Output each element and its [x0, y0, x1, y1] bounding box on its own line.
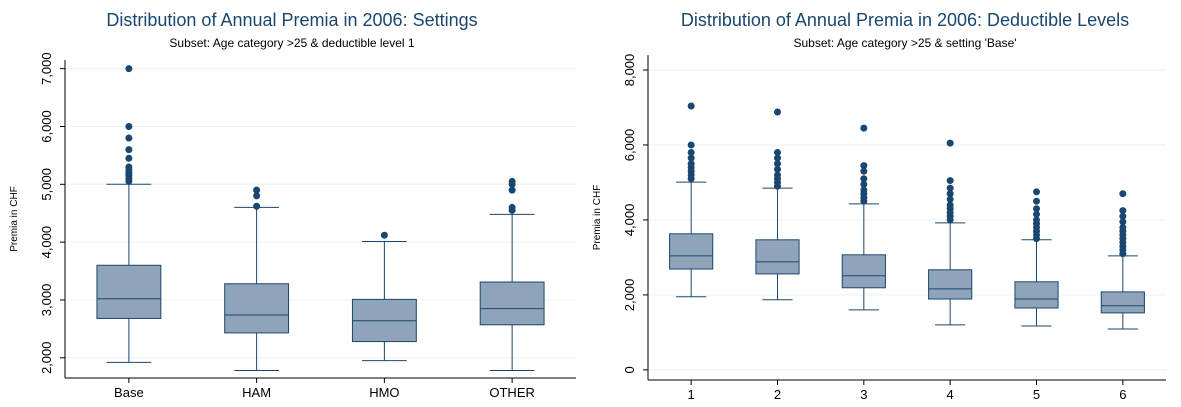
x-tick-label: 3	[860, 387, 867, 402]
outlier	[687, 141, 695, 149]
outlier	[774, 148, 781, 156]
y-tick-label: 2,000	[39, 341, 54, 374]
outlier	[508, 203, 516, 211]
y-tick-label: 5,000	[39, 168, 54, 201]
outlier	[253, 202, 261, 210]
outlier	[860, 180, 868, 188]
outlier	[946, 139, 954, 147]
outlier	[125, 163, 133, 171]
outlier	[380, 231, 388, 239]
outlier	[1033, 188, 1040, 196]
box	[224, 283, 290, 334]
box	[669, 233, 714, 270]
chart-subtitle: Subset: Age category >25 & deductible le…	[169, 36, 414, 50]
outlier	[1119, 207, 1127, 215]
x-tick-label: 1	[688, 387, 695, 402]
box	[479, 281, 545, 326]
y-tick-label: 8,000	[622, 54, 637, 87]
x-tick-label: Base	[114, 385, 144, 400]
x-tick-label: 2	[774, 387, 781, 402]
outlier	[1119, 218, 1127, 226]
outlier	[1033, 210, 1040, 218]
outlier	[1033, 216, 1040, 224]
outlier	[1119, 190, 1127, 198]
outlier	[1119, 223, 1127, 231]
outlier	[946, 195, 954, 203]
chart-title: Distribution of Annual Premia in 2006: S…	[106, 10, 477, 30]
outlier	[687, 148, 695, 156]
outlier	[860, 124, 868, 132]
outlier	[125, 134, 133, 142]
outlier	[860, 162, 868, 170]
y-tick-label: 4,000	[39, 226, 54, 259]
outlier	[946, 190, 954, 198]
outlier	[687, 154, 695, 162]
box	[1014, 281, 1059, 309]
outlier	[1119, 212, 1127, 220]
outlier	[125, 122, 133, 130]
x-tick-label: 4	[947, 387, 954, 402]
outlier	[125, 154, 133, 162]
y-tick-label: 0	[622, 366, 637, 373]
outlier	[253, 186, 261, 194]
outlier	[253, 192, 261, 200]
outlier	[946, 184, 954, 192]
y-tick-label: 4,000	[622, 204, 637, 237]
x-tick-label: 6	[1119, 387, 1126, 402]
outlier	[1033, 197, 1040, 205]
y-tick-label: 2,000	[622, 279, 637, 312]
outlier	[774, 108, 781, 116]
outlier	[774, 171, 781, 179]
outlier	[774, 165, 781, 173]
y-tick-label: 7,000	[39, 52, 54, 85]
box	[96, 264, 162, 319]
outlier	[125, 65, 133, 73]
x-tick-label: HMO	[369, 385, 399, 400]
box	[1100, 291, 1145, 314]
outlier	[508, 186, 516, 194]
y-tick-label: 6,000	[622, 129, 637, 162]
outlier	[687, 102, 695, 110]
y-tick-label: 6,000	[39, 110, 54, 143]
x-tick-label: OTHER	[489, 385, 535, 400]
outlier	[860, 167, 868, 175]
outlier	[860, 186, 868, 194]
outlier	[125, 146, 133, 154]
outlier	[508, 177, 516, 185]
outlier	[946, 177, 954, 185]
box	[755, 239, 800, 275]
outlier	[774, 160, 781, 168]
box	[928, 269, 973, 300]
chart-subtitle: Subset: Age category >25 & setting 'Base…	[793, 36, 1016, 50]
x-tick-label: HAM	[242, 385, 271, 400]
chart-title: Distribution of Annual Premia in 2006: D…	[681, 10, 1129, 30]
outlier	[1033, 205, 1040, 213]
outlier	[774, 154, 781, 162]
outlier	[687, 160, 695, 168]
y-axis-title: Premia in CHF	[592, 185, 603, 251]
x-tick-label: 5	[1033, 387, 1040, 402]
y-axis-title: Premia in CHF	[9, 186, 20, 252]
outlier	[946, 201, 954, 209]
y-tick-label: 3,000	[39, 284, 54, 317]
box	[841, 254, 886, 289]
outlier	[860, 175, 868, 183]
